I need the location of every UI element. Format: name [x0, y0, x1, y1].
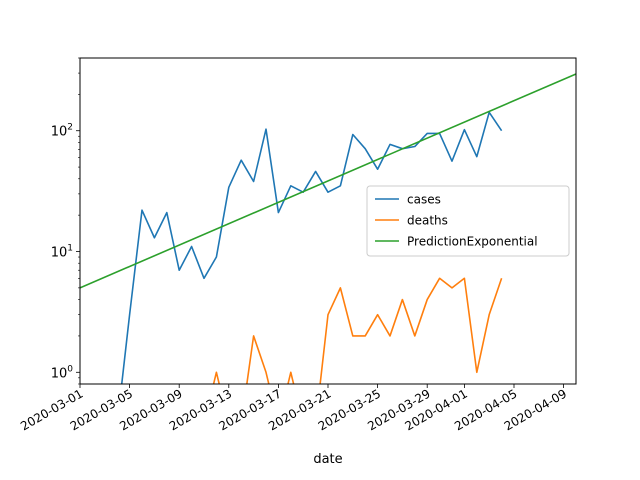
y-tick-label-exponent: 0: [67, 364, 73, 374]
series-line-1: [212, 277, 503, 384]
y-tick-label-base: 10: [51, 366, 68, 381]
series-layer: [80, 73, 576, 384]
y-tick-label-base: 10: [51, 246, 68, 261]
y-tick-label: 101: [51, 244, 73, 261]
legend-label: deaths: [407, 214, 448, 228]
y-tick-label: 102: [51, 123, 73, 140]
x-axis-label: date: [313, 452, 342, 467]
y-tick-label-base: 10: [51, 125, 68, 140]
y-tick-label: 100: [51, 364, 74, 381]
y-tick-label-exponent: 1: [67, 244, 73, 254]
legend-label: cases: [407, 193, 441, 207]
y-tick-label-exponent: 2: [67, 123, 73, 133]
series-line-2: [80, 73, 576, 289]
legend-box: [366, 185, 570, 257]
legend-label: PredictionExponential: [407, 235, 538, 249]
legend: cases deaths PredictionExponential: [366, 185, 570, 257]
